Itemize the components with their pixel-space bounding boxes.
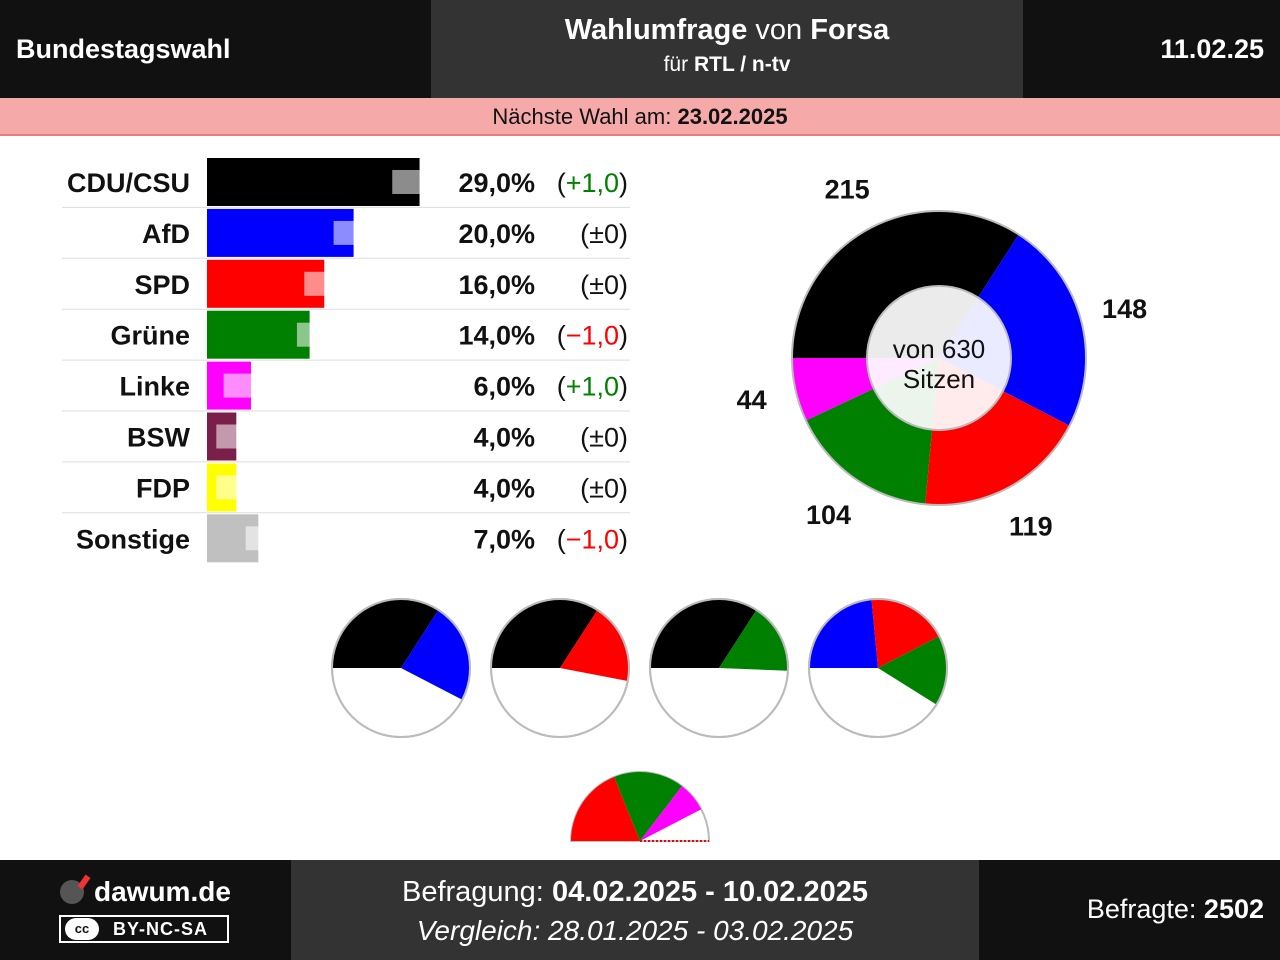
next-election-date: 23.02.2025	[677, 104, 788, 129]
coalition-2-slice-cdu-csu	[491, 599, 598, 668]
seat-label-spd: 119	[1009, 512, 1053, 542]
poll-title-von: von	[755, 14, 803, 46]
seat-label-cdu-csu: 215	[825, 174, 870, 204]
coalition-5-slice-spd	[571, 777, 640, 841]
coalition-2-slice-spd	[560, 610, 629, 681]
seat-label-linke: 44	[737, 385, 767, 415]
seat-title-line1: von 630	[893, 334, 986, 364]
coalition-3-slice-gruene	[719, 610, 789, 671]
value-label-gruene: 14,0%	[458, 321, 535, 351]
coalition-3-slice-cdu-csu	[650, 599, 757, 668]
seat-title-line2: Sitzen	[903, 364, 975, 394]
prev-marker-fdp	[216, 475, 257, 500]
seat-label-afd: 148	[1102, 294, 1147, 324]
coalition-4-slice-gruene	[878, 636, 948, 705]
prev-marker-bsw	[216, 424, 257, 449]
party-label-linke: Linke	[119, 372, 190, 402]
change-label-bsw: (±0)	[580, 423, 628, 453]
poll-institute: Forsa	[810, 14, 890, 46]
survey-period-box: Befragung: 04.02.2025 - 10.02.2025 Vergl…	[291, 860, 979, 960]
value-label-cdu-csu: 29,0%	[458, 168, 535, 198]
party-label-fdp: FDP	[136, 473, 190, 503]
coalition-ring-1	[331, 598, 471, 738]
poll-title-box: Wahlumfrage von Forsa für RTL / n-tv	[431, 0, 1023, 98]
dawum-logo-text: dawum.de	[94, 876, 231, 907]
bar-gruene	[207, 310, 310, 359]
prev-marker-spd	[304, 271, 345, 296]
prev-marker-linke	[223, 373, 264, 398]
coalition-1-slice-cdu-csu	[332, 599, 439, 668]
license-badge[interactable]: cc BY-NC-SA	[59, 915, 229, 943]
coalition-5-slice-linke	[640, 786, 702, 841]
coalition-4-slice-afd	[809, 599, 878, 668]
change-label-fdp: (±0)	[580, 473, 628, 503]
prev-marker-sonstige	[245, 526, 286, 551]
poll-date: 11.02.25	[1160, 34, 1264, 64]
compare-period: Vergleich: 28.01.2025 - 03.02.2025	[291, 915, 979, 947]
value-label-sonstige: 7,0%	[473, 524, 535, 554]
respondents: Befragte: 2502	[1087, 894, 1264, 925]
respondents-label: Befragte:	[1086, 894, 1197, 924]
dawum-logo[interactable]: dawum.de	[60, 876, 231, 908]
prev-marker-afd	[333, 220, 374, 245]
party-label-gruene: Grüne	[110, 321, 190, 351]
prev-marker-cdu-csu	[392, 170, 433, 194]
value-label-spd: 16,0%	[458, 270, 535, 300]
respondents-count: 2502	[1203, 894, 1264, 924]
poll-subtitle: für RTL / n-tv	[431, 53, 1023, 77]
coalition-ring-4	[808, 598, 948, 738]
poll-client: RTL / n-tv	[693, 53, 791, 76]
seat-ring	[791, 210, 1087, 506]
footer-branding: dawum.de cc BY-NC-SA	[0, 860, 291, 960]
coalition-5-slice-gruene	[614, 772, 682, 841]
value-label-linke: 6,0%	[473, 372, 535, 402]
party-label-afd: AfD	[142, 219, 190, 249]
compare-period-dates: 28.01.2025 - 03.02.2025	[548, 915, 854, 946]
poll-title-main: Wahlumfrage	[564, 14, 748, 46]
dawum-logo-icon	[60, 880, 84, 904]
party-label-spd: SPD	[134, 270, 190, 300]
poll-subtitle-fuer: für	[663, 53, 689, 76]
footer-bar: dawum.de cc BY-NC-SA Befragung: 04.02.20…	[0, 860, 1280, 960]
party-label-bsw: BSW	[127, 423, 191, 453]
party-label-sonstige: Sonstige	[76, 524, 190, 554]
change-label-afd: (±0)	[580, 219, 628, 249]
coalition-1-slice-afd	[401, 610, 470, 700]
seat-slice-afd	[939, 234, 1086, 426]
bar-afd	[207, 208, 354, 257]
next-election-label: Nächste Wahl am:	[492, 104, 672, 129]
survey-period-dates: 04.02.2025 - 10.02.2025	[551, 876, 868, 908]
election-title: Bundestagswahl	[16, 34, 231, 64]
coalition-ring-2	[490, 598, 630, 738]
seat-center	[866, 285, 1012, 431]
party-label-cdu-csu: CDU/CSU	[67, 168, 190, 198]
survey-period: Befragung: 04.02.2025 - 10.02.2025	[291, 876, 979, 909]
creative-commons-icon: cc	[65, 918, 99, 940]
license-text: BY-NC-SA	[113, 919, 209, 939]
value-label-bsw: 4,0%	[473, 423, 535, 453]
seat-label-gruene: 104	[806, 500, 851, 530]
change-label-spd: (±0)	[580, 270, 628, 300]
bar-cdu-csu	[207, 158, 420, 206]
next-election-bar: Nächste Wahl am: 23.02.2025	[0, 98, 1280, 136]
coalition-ring-3	[649, 598, 789, 738]
change-label-linke: (+1,0)	[557, 372, 628, 402]
value-label-fdp: 4,0%	[473, 473, 535, 503]
poll-chart: CDU/CSU 29,0% (+1,0) AfD 20,0% (±0) SPD 16,0% (±…	[62, 158, 1147, 842]
value-label-afd: 20,0%	[458, 219, 535, 249]
header-bar: Bundestagswahl Wahlumfrage von Forsa für…	[0, 0, 1280, 98]
poll-title: Wahlumfrage von Forsa	[431, 14, 1023, 47]
compare-period-label: Vergleich:	[416, 915, 541, 946]
change-label-cdu-csu: (+1,0)	[557, 168, 628, 198]
survey-period-label: Befragung:	[401, 876, 544, 908]
change-label-sonstige: (−1,0)	[557, 524, 628, 554]
prev-marker-gruene	[296, 322, 337, 347]
change-label-gruene: (−1,0)	[557, 321, 628, 351]
